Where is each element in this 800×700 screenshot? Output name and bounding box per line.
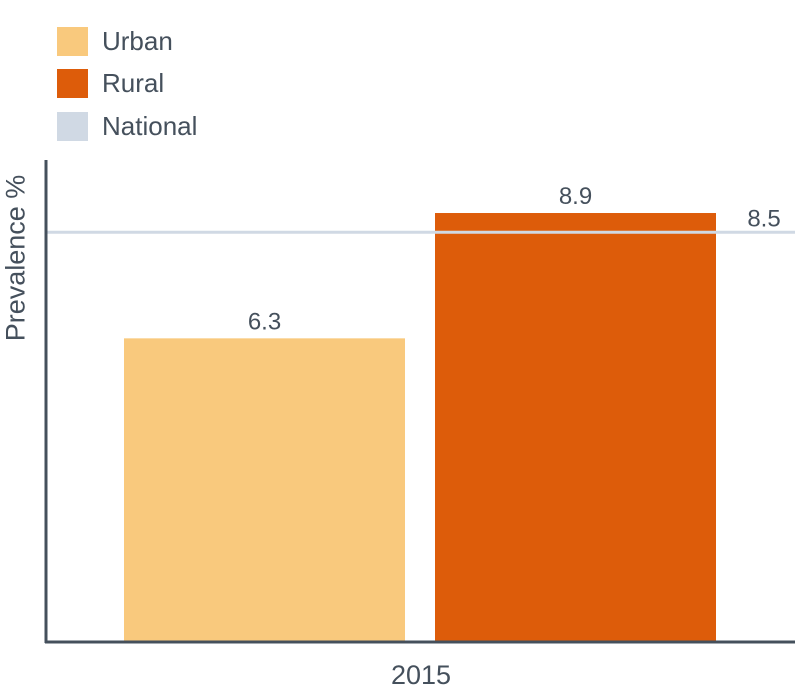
legend-item-urban: Urban: [57, 26, 173, 56]
legend-swatch-rural: [57, 68, 88, 98]
data-label-rural: 8.9: [559, 183, 592, 210]
x-tick-label-2015: 2015: [390, 660, 452, 690]
legend-label-rural: Rural: [102, 67, 165, 98]
legend-label-urban: Urban: [102, 25, 173, 56]
legend-item-rural: Rural: [57, 68, 164, 98]
data-label-urban: 6.3: [248, 308, 281, 335]
bar-urban: [124, 338, 405, 642]
legend-swatch-urban: [57, 26, 88, 56]
national-value-label: 8.5: [747, 205, 780, 232]
legend-label-national: National: [102, 110, 198, 141]
bar-rural: [435, 213, 716, 642]
legend-swatch-national: [57, 111, 88, 141]
legend-item-national: National: [57, 111, 197, 141]
